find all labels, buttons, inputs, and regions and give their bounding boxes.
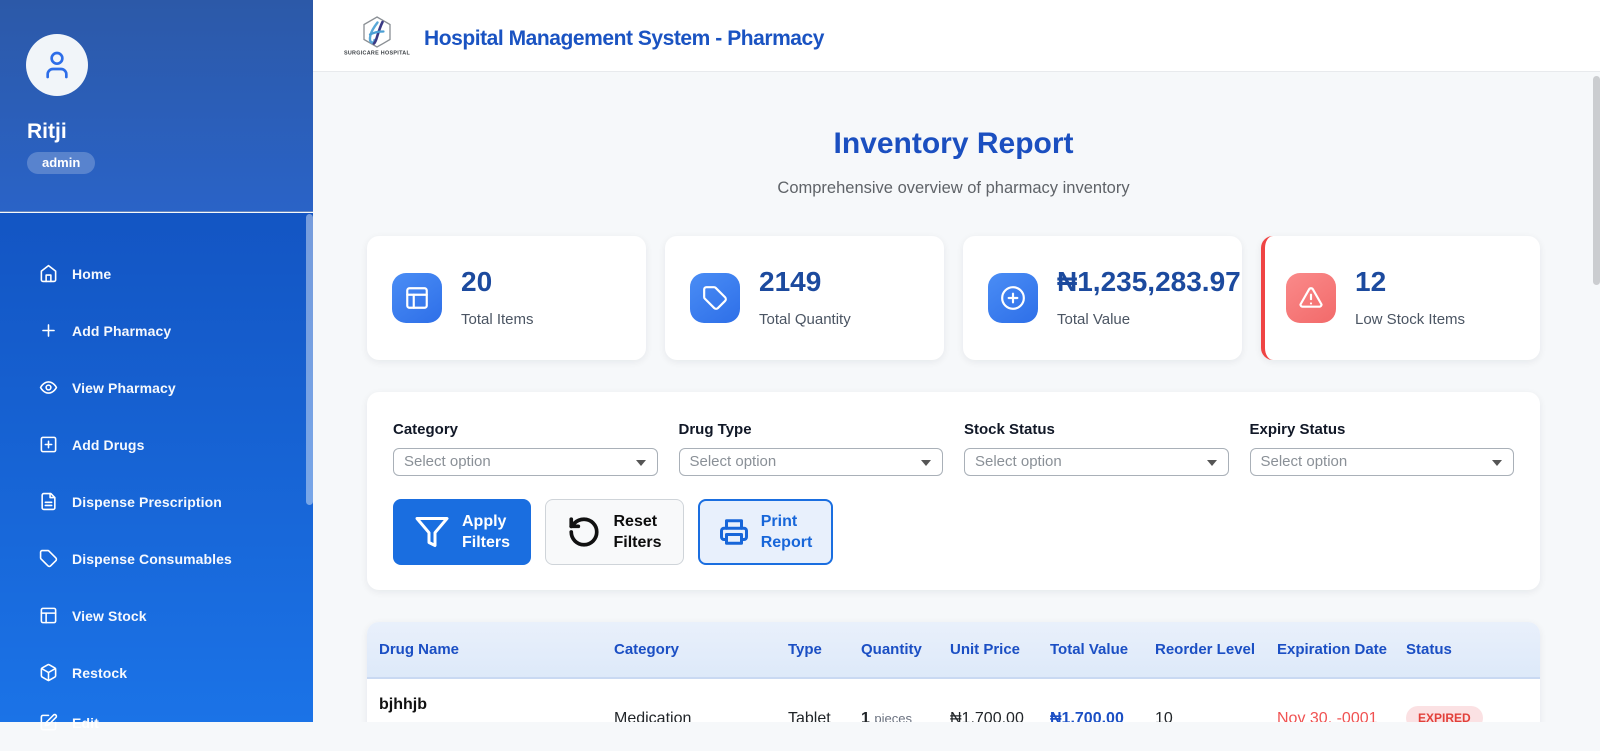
svg-text:SURGICARE HOSPITAL: SURGICARE HOSPITAL bbox=[344, 51, 410, 57]
